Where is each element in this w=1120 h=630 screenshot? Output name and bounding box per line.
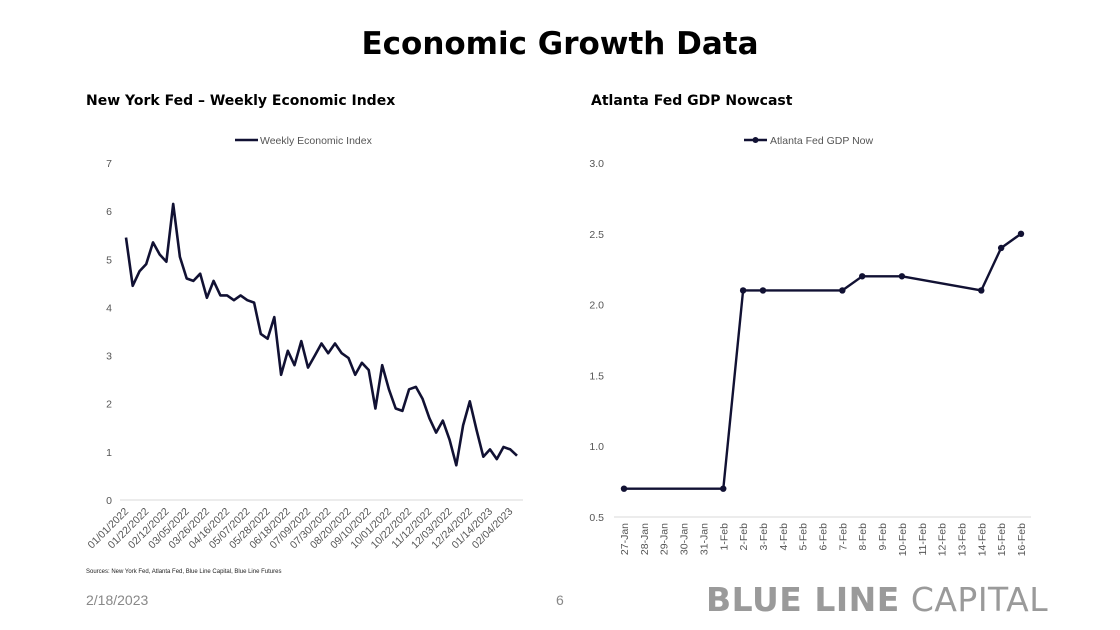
y-tick-label: 2.5	[589, 229, 604, 241]
y-tick-label: 5	[106, 254, 112, 266]
page-title: Economic Growth Data	[361, 26, 759, 62]
x-tick-label: 10-Feb	[897, 523, 909, 556]
y-tick-label: 7	[106, 158, 112, 170]
y-tick-label: 1	[106, 447, 112, 459]
x-tick-label: 8-Feb	[857, 523, 869, 551]
legend-label: Weekly Economic Index	[260, 135, 373, 147]
gdp-nowcast-point	[759, 287, 767, 294]
gdp-nowcast-point	[898, 273, 906, 280]
x-tick-label: 27-Jan	[619, 523, 631, 555]
y-tick-label: 2.0	[589, 300, 604, 312]
x-tick-label: 29-Jan	[659, 523, 671, 555]
y-tick-label: 4	[106, 302, 112, 314]
chart-title-gdp-nowcast: Atlanta Fed GDP Nowcast	[591, 93, 793, 109]
gdp-nowcast-point	[739, 287, 747, 294]
y-tick-label: 3	[106, 351, 112, 363]
legend-label: Atlanta Fed GDP Now	[770, 135, 874, 147]
x-tick-label: 6-Feb	[818, 523, 830, 551]
y-tick-label: 0	[106, 495, 112, 507]
x-tick-label: 12-Feb	[937, 523, 949, 556]
gdp-nowcast-point	[997, 244, 1005, 252]
x-tick-label: 13-Feb	[956, 523, 968, 556]
weekly-economic-index-series	[124, 202, 518, 467]
y-tick-label: 0.5	[589, 512, 604, 524]
brand-logo-light: CAPITAL	[910, 580, 1049, 619]
x-tick-label: 7-Feb	[837, 523, 849, 551]
x-tick-label: 15-Feb	[996, 523, 1008, 556]
x-tick-label: 9-Feb	[877, 523, 889, 551]
gdp-nowcast-point	[839, 287, 846, 294]
x-tick-label: 11-Feb	[917, 523, 929, 556]
page-number: 6	[556, 592, 564, 608]
x-tick-label: 16-Feb	[1016, 523, 1028, 556]
sources-note: Sources: New York Fed, Atlanta Fed, Blue…	[86, 569, 282, 575]
y-tick-label: 1.5	[589, 370, 604, 382]
x-tick-label: 5-Feb	[798, 523, 810, 551]
gdp-nowcast-point	[978, 287, 985, 294]
x-tick-label: 3-Feb	[758, 523, 770, 551]
slide-date: 2/18/2023	[86, 592, 149, 608]
x-tick-label: 31-Jan	[698, 523, 710, 555]
gdp-nowcast-series	[624, 232, 1022, 490]
gdp-nowcast-point	[720, 485, 727, 492]
x-tick-label: 14-Feb	[976, 523, 988, 556]
x-tick-label: 28-Jan	[639, 523, 651, 555]
x-tick-label: 30-Jan	[679, 523, 691, 555]
x-tick-label: 1-Feb	[718, 523, 730, 551]
legend-marker	[752, 137, 759, 143]
x-tick-label: 4-Feb	[778, 523, 790, 551]
gdp-nowcast-point	[1017, 230, 1025, 237]
y-tick-label: 6	[106, 206, 112, 218]
x-tick-label: 2-Feb	[738, 523, 750, 551]
gdp-nowcast-point	[620, 485, 628, 492]
y-tick-label: 2	[106, 399, 112, 411]
brand-logo-bold: BLUE LINE	[706, 580, 900, 619]
y-tick-label: 3.0	[589, 158, 604, 170]
weekly-economic-index-chart: 0123456701/01/202201/22/202202/12/202203…	[85, 135, 523, 551]
brand-logo: BLUE LINE CAPITAL	[706, 580, 1048, 619]
gdp-nowcast-point	[859, 273, 866, 280]
chart-title-weekly-economic-index: New York Fed – Weekly Economic Index	[86, 93, 396, 109]
gdp-nowcast-chart: 0.5 1.0 1.5 2.0 2.5 3.0 27-Jan 28-Jan 29-Jan 30-J…	[589, 135, 1031, 556]
y-tick-label: 1.0	[589, 441, 604, 453]
